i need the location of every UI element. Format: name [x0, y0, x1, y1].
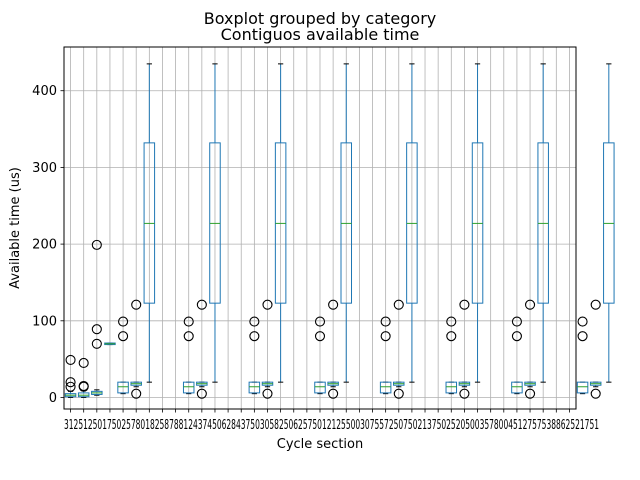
y-tick-label: 100 — [32, 314, 57, 329]
box-group — [340, 63, 353, 383]
y-tick-label: 300 — [32, 161, 57, 176]
x-axis-ticks — [70, 409, 570, 413]
outlier-point — [525, 299, 536, 310]
box-group — [576, 316, 589, 395]
box-group — [196, 299, 208, 399]
outlier-point — [131, 299, 142, 310]
box-group — [182, 316, 195, 395]
iqr-box — [379, 381, 392, 394]
outlier-point — [380, 316, 391, 327]
box-group — [458, 299, 471, 399]
outlier-point — [183, 331, 194, 342]
box-group — [91, 239, 103, 396]
outlier-point — [65, 381, 76, 392]
outlier-point — [183, 316, 194, 327]
iqr-box — [248, 381, 261, 394]
box-group — [274, 63, 287, 383]
outlier-point — [590, 388, 601, 399]
outlier-point — [65, 354, 76, 365]
outlier-point — [78, 380, 89, 392]
outlier-point — [249, 331, 260, 342]
outlier-point — [446, 316, 457, 327]
outlier-point — [262, 388, 273, 399]
chart-title: Contiguos available time — [221, 25, 420, 44]
outlier-point — [118, 331, 129, 342]
outlier-point — [91, 324, 102, 335]
outlier-point — [446, 331, 457, 342]
outlier-point — [196, 299, 207, 310]
box-group — [327, 299, 339, 399]
box-group — [379, 316, 392, 395]
iqr-box — [576, 381, 589, 394]
grid — [64, 47, 576, 409]
y-tick-label: 0 — [49, 391, 57, 406]
outlier-point — [380, 331, 391, 342]
iqr-box — [445, 381, 458, 394]
outlier-point — [511, 331, 522, 342]
outlier-point — [393, 299, 404, 310]
outlier-point — [577, 316, 588, 327]
box-group — [445, 316, 458, 395]
outlier-point — [91, 239, 102, 250]
outlier-point — [249, 316, 260, 327]
box-group — [511, 316, 523, 395]
box-group — [77, 357, 90, 398]
x-axis-label: Cycle section — [277, 437, 363, 452]
y-tick-label: 400 — [32, 84, 57, 99]
outlier-point — [78, 357, 89, 369]
iqr-box — [117, 381, 129, 394]
outlier-point — [328, 299, 339, 310]
outlier-point — [118, 316, 129, 327]
y-axis-ticks: 0 100 200 300 400 — [32, 84, 64, 406]
outlier-point — [511, 316, 522, 327]
box-group — [537, 63, 549, 383]
iqr-box — [314, 381, 326, 394]
outlier-point — [65, 377, 76, 388]
box-group — [603, 63, 615, 383]
iqr-box — [182, 381, 195, 394]
box-group — [406, 63, 418, 383]
box-group — [143, 63, 156, 383]
outlier-point — [393, 388, 404, 399]
y-tick-label: 200 — [32, 238, 57, 253]
box-group — [130, 299, 142, 399]
outlier-point — [590, 299, 601, 310]
box-group — [393, 299, 405, 399]
chart-suptitle: Boxplot grouped by category — [204, 9, 436, 28]
box-group — [261, 299, 274, 399]
box-group — [471, 63, 484, 383]
outlier-point — [91, 338, 102, 349]
box-group — [117, 316, 129, 395]
outlier-point — [196, 388, 207, 399]
outlier-point — [525, 388, 536, 399]
box-group — [209, 63, 221, 383]
box-group — [524, 299, 536, 399]
iqr-box — [511, 381, 523, 394]
box-group — [104, 342, 116, 346]
outlier-point — [577, 331, 588, 342]
box-group — [589, 299, 602, 399]
box-group — [64, 354, 77, 398]
y-axis-label: Available time (us) — [8, 167, 23, 289]
outlier-point — [262, 299, 273, 310]
boxes — [64, 63, 615, 399]
x-tick-labels: 3125125017502578018258788124374506284375… — [64, 418, 599, 433]
box-group — [248, 316, 261, 395]
box-group — [314, 316, 326, 395]
outlier-point — [131, 388, 142, 399]
outlier-point — [314, 316, 326, 327]
outlier-point — [328, 388, 339, 399]
outlier-point — [459, 388, 470, 399]
outlier-point — [314, 331, 326, 342]
outlier-point — [459, 299, 470, 310]
